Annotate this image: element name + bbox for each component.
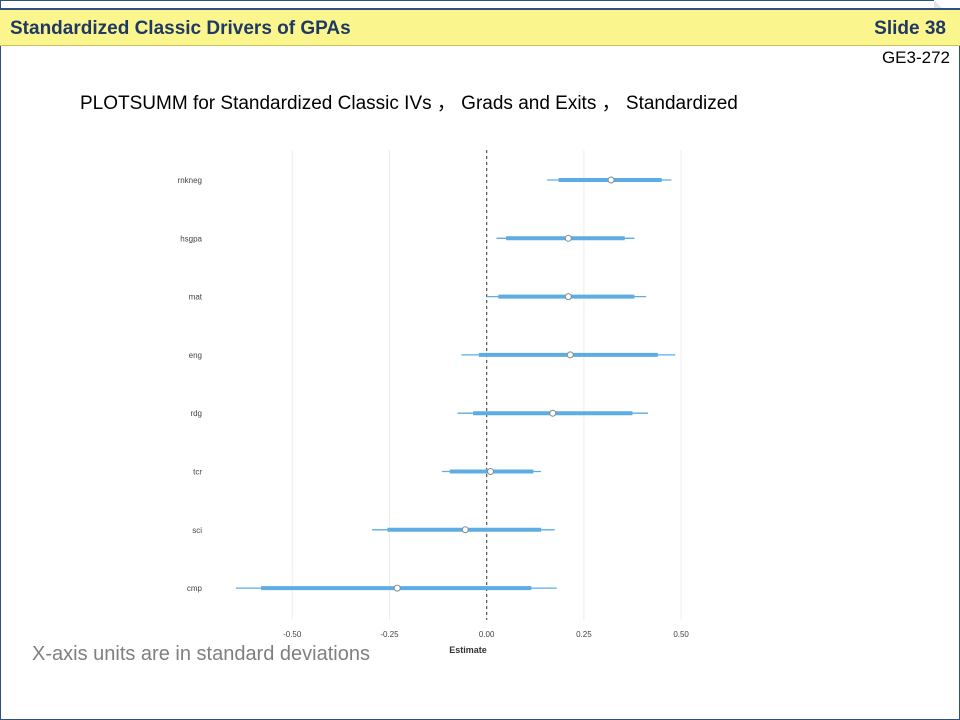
estimate-point [461,526,469,534]
interval-chart: -0.50 -0.25 0.00 0.25 0.50 rnkneg hsgpa mat eng r… [178,150,689,655]
x-tick-label: 0.25 [576,630,592,639]
y-category-label: mat [189,293,203,302]
x-tick-label: -0.50 [283,630,302,639]
y-category-label: eng [189,351,202,360]
estimate-point [564,293,572,301]
slide-code: GE3-272 [881,48,950,67]
y-category-label: rnkneg [178,176,202,185]
x-tick-label: -0.25 [380,630,399,639]
estimate-point [393,584,401,592]
y-category-label: sci [192,526,202,535]
x-axis-title: Estimate [449,645,487,655]
x-tick-label: 0.50 [673,630,689,639]
y-category-label: rdg [190,409,202,418]
slide-number: Slide 38 [874,18,946,39]
estimate-point [566,351,574,359]
axis-units-note: X-axis units are in standard deviations [32,643,370,665]
estimate-point [607,176,615,184]
y-category-label: tcr [193,468,202,477]
estimate-point [564,234,572,242]
y-category-label: hsgpa [180,234,202,243]
slide-title: Standardized Classic Drivers of GPAs [10,18,351,39]
estimate-point [487,468,495,475]
y-category-label: cmp [187,584,203,593]
estimate-point [549,409,557,417]
chart-caption: PLOTSUMM for Standardized Classic IVs ， … [80,93,738,114]
x-tick-label: 0.00 [479,630,495,639]
title-bar: Standardized Classic Drivers of GPAs Sli… [0,8,960,46]
